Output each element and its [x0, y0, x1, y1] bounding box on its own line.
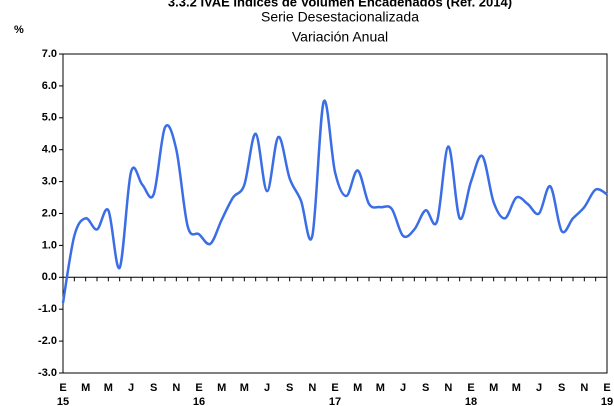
chart-subtitle: Variación Anual [292, 29, 388, 45]
plot-frame [62, 53, 608, 374]
x-tick-label: E [59, 382, 66, 394]
x-tick-label: S [286, 382, 293, 394]
x-tick-label: S [422, 382, 429, 394]
y-tick-label: -2.0 [38, 335, 57, 347]
y-tick-label: -3.0 [38, 367, 57, 379]
x-tick-label: E [603, 382, 610, 394]
x-year-label: 15 [57, 396, 69, 406]
x-tick-label: N [172, 382, 180, 394]
x-year-label: 16 [193, 396, 205, 406]
y-tick-label: 3.0 [42, 176, 57, 188]
chart-subtitle: Serie Desestacionalizada [261, 9, 419, 25]
x-tick-label: J [264, 382, 270, 394]
chart-title: 3.3.2 IVAE Índices de Volumen Encadenado… [168, 0, 512, 9]
x-tick-label: J [536, 382, 542, 394]
x-tick-label: S [558, 382, 565, 394]
y-tick-label: 7.0 [42, 48, 57, 60]
x-tick-label: E [195, 382, 202, 394]
x-tick-label: M [353, 382, 362, 394]
x-tick-label: M [217, 382, 226, 394]
x-tick-label: E [331, 382, 338, 394]
x-tick-label: J [400, 382, 406, 394]
x-tick-label: N [308, 382, 316, 394]
y-tick-label: 2.0 [42, 207, 57, 219]
x-year-label: 19 [601, 396, 613, 406]
x-tick-label: M [512, 382, 521, 394]
x-tick-label: M [240, 382, 249, 394]
x-tick-label: N [444, 382, 452, 394]
x-tick-label: M [81, 382, 90, 394]
y-tick-label: 6.0 [42, 80, 57, 92]
x-tick-label: M [489, 382, 498, 394]
y-tick-label: 5.0 [42, 112, 57, 124]
x-tick-label: M [376, 382, 385, 394]
y-tick-label: 4.0 [42, 144, 57, 156]
y-tick-label: 0.0 [42, 271, 57, 283]
data-line [61, 99, 608, 304]
y-axis-label: % [14, 24, 24, 36]
x-tick-label: S [150, 382, 157, 394]
y-tick-label: 1.0 [42, 239, 57, 251]
x-year-label: 18 [465, 396, 477, 406]
y-tick-label: -1.0 [38, 303, 57, 315]
x-tick-label: M [104, 382, 113, 394]
x-year-label: 17 [329, 396, 341, 406]
x-tick-label: N [580, 382, 588, 394]
x-tick-label: J [128, 382, 134, 394]
x-tick-label: E [467, 382, 474, 394]
